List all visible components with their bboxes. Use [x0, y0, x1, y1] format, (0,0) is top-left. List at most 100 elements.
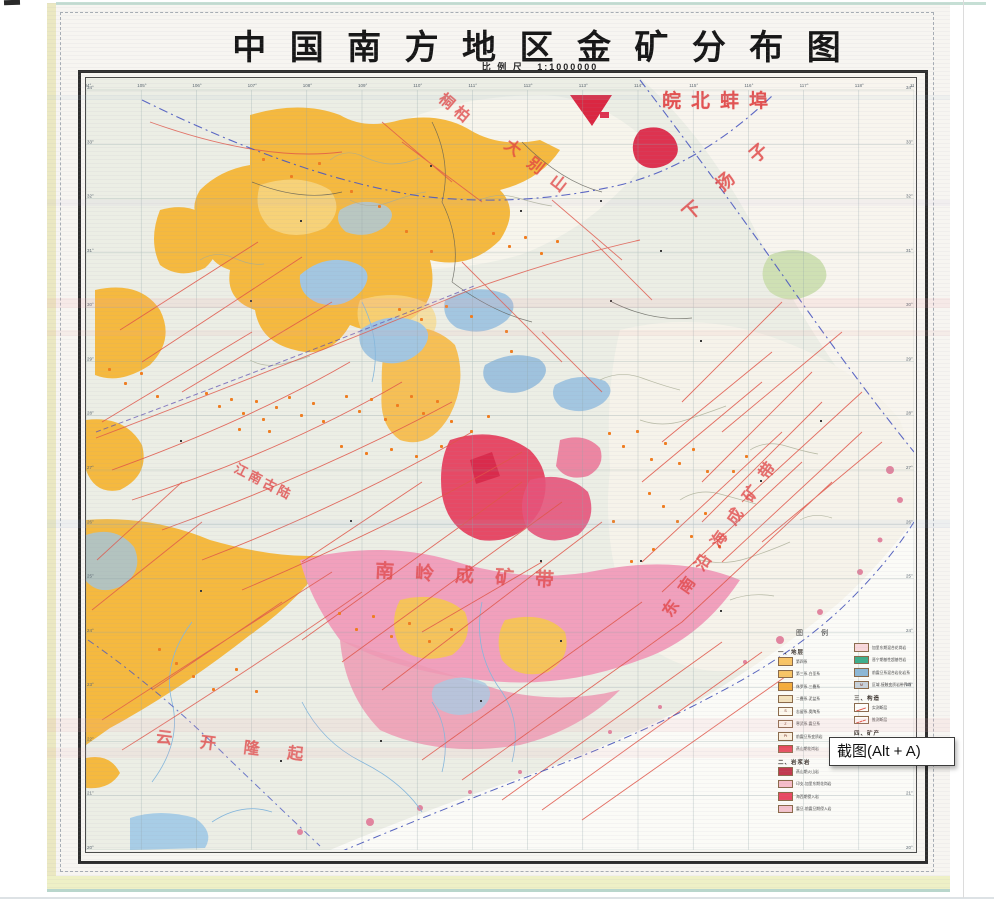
legend-item: Pt 前震旦系变质岩: [778, 732, 852, 741]
svg-text:24°: 24°: [906, 628, 913, 633]
svg-text:32°: 32°: [87, 194, 94, 199]
screenshot-tooltip[interactable]: 截图(Alt + A): [829, 737, 955, 766]
scan-corner-artifact: [3, 0, 21, 6]
legend-swatch: Z: [778, 719, 793, 729]
legend-item-label: 海西期侵入岩: [796, 793, 819, 799]
legend-swatch: [854, 655, 869, 665]
svg-text:105°: 105°: [137, 83, 147, 88]
legend-item-label: 区域-接触变质岩带界线: [872, 682, 912, 687]
svg-text:33°: 33°: [906, 139, 913, 144]
legend-item: 第三系-白垩系: [778, 669, 852, 679]
svg-text:20°: 20°: [906, 845, 913, 850]
svg-text:23°: 23°: [906, 682, 913, 687]
legend-item: 震旦-前震旦期侵入岩: [778, 804, 852, 814]
legend-item: 晋宁期基性超基性岩: [854, 655, 928, 665]
svg-text:22°: 22°: [87, 736, 94, 741]
svg-text:30°: 30°: [87, 302, 94, 307]
svg-text:29°: 29°: [87, 356, 94, 361]
legend-item: 侏罗系-三叠系: [778, 682, 852, 691]
legend-item: 前震旦系混合岩化岩系: [854, 668, 928, 677]
svg-text:25°: 25°: [906, 574, 913, 579]
svg-text:31°: 31°: [87, 248, 94, 253]
legend-swatch: [778, 657, 793, 666]
svg-text:118°: 118°: [855, 83, 864, 88]
legend-column-structure-minerals: 加里东期混合花岗岩 晋宁期基性超基性岩 前震旦系混合岩化岩系 M 区域-接触变质岩带界线…: [854, 643, 928, 752]
legend-swatch: Pt: [778, 732, 793, 741]
legend-swatch: [778, 792, 793, 801]
page-divider-line: [0, 897, 994, 899]
legend-item-label: 晋宁期基性超基性岩: [872, 657, 907, 662]
legend-swatch: [854, 703, 869, 712]
scan-edge-bottom: [47, 876, 950, 890]
svg-text:111°: 111°: [468, 83, 477, 88]
svg-text:26°: 26°: [87, 519, 94, 524]
svg-text:112°: 112°: [524, 83, 533, 88]
scan-edge-bottom-line: [47, 889, 950, 892]
svg-text:107°: 107°: [248, 83, 258, 88]
legend-item: Z 寒武系-震旦系: [778, 719, 852, 729]
map-title: 中 国 南 方 地 区 金 矿 分 布 图: [232, 29, 848, 67]
legend-item-label: 实测断层: [872, 704, 888, 710]
svg-text:108°: 108°: [303, 83, 313, 88]
svg-text:114°: 114°: [634, 83, 643, 88]
svg-text:21°: 21°: [87, 791, 94, 796]
legend-item-label: 第四系: [796, 658, 808, 664]
legend-swatch: [778, 682, 793, 691]
legend-item-label: 前震旦系混合岩化岩系: [872, 669, 910, 675]
legend-item-label: 第三系-白垩系: [796, 671, 821, 676]
legend-section-header: 二、岩浆岩: [778, 760, 811, 766]
svg-text:109°: 109°: [358, 83, 368, 88]
legend-item-label: 燕山期火山岩: [796, 768, 819, 774]
legend-item: 第四系: [778, 657, 852, 666]
legend-title: 图 例: [796, 630, 836, 637]
legend-item-label: 加里东期混合花岗岩: [872, 644, 907, 650]
legend-swatch: [778, 767, 793, 776]
svg-text:30°: 30°: [906, 302, 913, 307]
legend-item-label: 前震旦系变质岩: [796, 733, 823, 739]
svg-text:119°: 119°: [910, 83, 914, 88]
svg-text:25°: 25°: [87, 574, 94, 579]
legend-item: 二叠系-泥盆系: [778, 694, 852, 704]
legend-item-label: 侏罗系-三叠系: [796, 683, 821, 689]
map-frame-outer: [78, 70, 928, 864]
map-legend: 图 例 一、地层 第四系 第三系-白垩系 侏罗系-三叠系 二叠系-泥盆系 S 志留系-奥陶系…: [778, 628, 930, 814]
svg-text:29°: 29°: [906, 356, 913, 361]
legend-section-header: 三、构造: [854, 696, 881, 702]
page-right-edge-line: [963, 0, 964, 898]
legend-swatch: [778, 669, 793, 679]
svg-text:28°: 28°: [87, 411, 94, 416]
graticule-tick-labels: 104°104°105°105°106°106°107°107°108°108°…: [86, 83, 914, 850]
legend-item-label: 推测断层: [872, 717, 888, 722]
legend-section-header: 四、矿产: [854, 731, 881, 737]
map-canvas: 104°104°105°105°106°106°107°107°108°108°…: [86, 78, 914, 850]
svg-text:20°: 20°: [87, 845, 94, 850]
legend-item-label: 燕山期花岗岩: [796, 746, 819, 751]
map-frame-inner: [85, 77, 917, 853]
svg-text:28°: 28°: [906, 411, 913, 416]
svg-text:21°: 21°: [906, 791, 913, 796]
legend-item-label: 寒武系-震旦系: [796, 721, 821, 726]
svg-text:104°: 104°: [86, 83, 92, 88]
legend-column-strata: 一、地层 第四系 第三系-白垩系 侏罗系-三叠系 二叠系-泥盆系 S 志留系-奥陶系 Z 寒武系…: [778, 644, 852, 818]
legend-swatch: [778, 804, 793, 814]
svg-text:24°: 24°: [87, 628, 94, 633]
svg-text:33°: 33°: [87, 139, 94, 144]
svg-text:27°: 27°: [87, 465, 94, 470]
svg-text:115°: 115°: [689, 83, 698, 88]
svg-text:106°: 106°: [192, 83, 202, 88]
svg-text:27°: 27°: [906, 465, 913, 470]
svg-text:34°: 34°: [906, 85, 913, 90]
legend-item: S 志留系-奥陶系: [778, 707, 852, 716]
scale-value: 1:1000000: [537, 62, 599, 72]
legend-item-label: 震旦-前震旦期侵入岩: [796, 806, 832, 811]
legend-item: 燕山期花岗岩: [778, 744, 852, 754]
legend-swatch: M: [854, 680, 869, 690]
svg-text:116°: 116°: [744, 83, 753, 88]
legend-item-label: 志留系-奥陶系: [796, 708, 821, 714]
svg-text:26°: 26°: [906, 519, 913, 524]
legend-item-label: 二叠系-泥盆系: [796, 696, 821, 701]
svg-text:32°: 32°: [906, 194, 913, 199]
legend-swatch: [778, 744, 793, 754]
svg-text:117°: 117°: [800, 83, 809, 88]
